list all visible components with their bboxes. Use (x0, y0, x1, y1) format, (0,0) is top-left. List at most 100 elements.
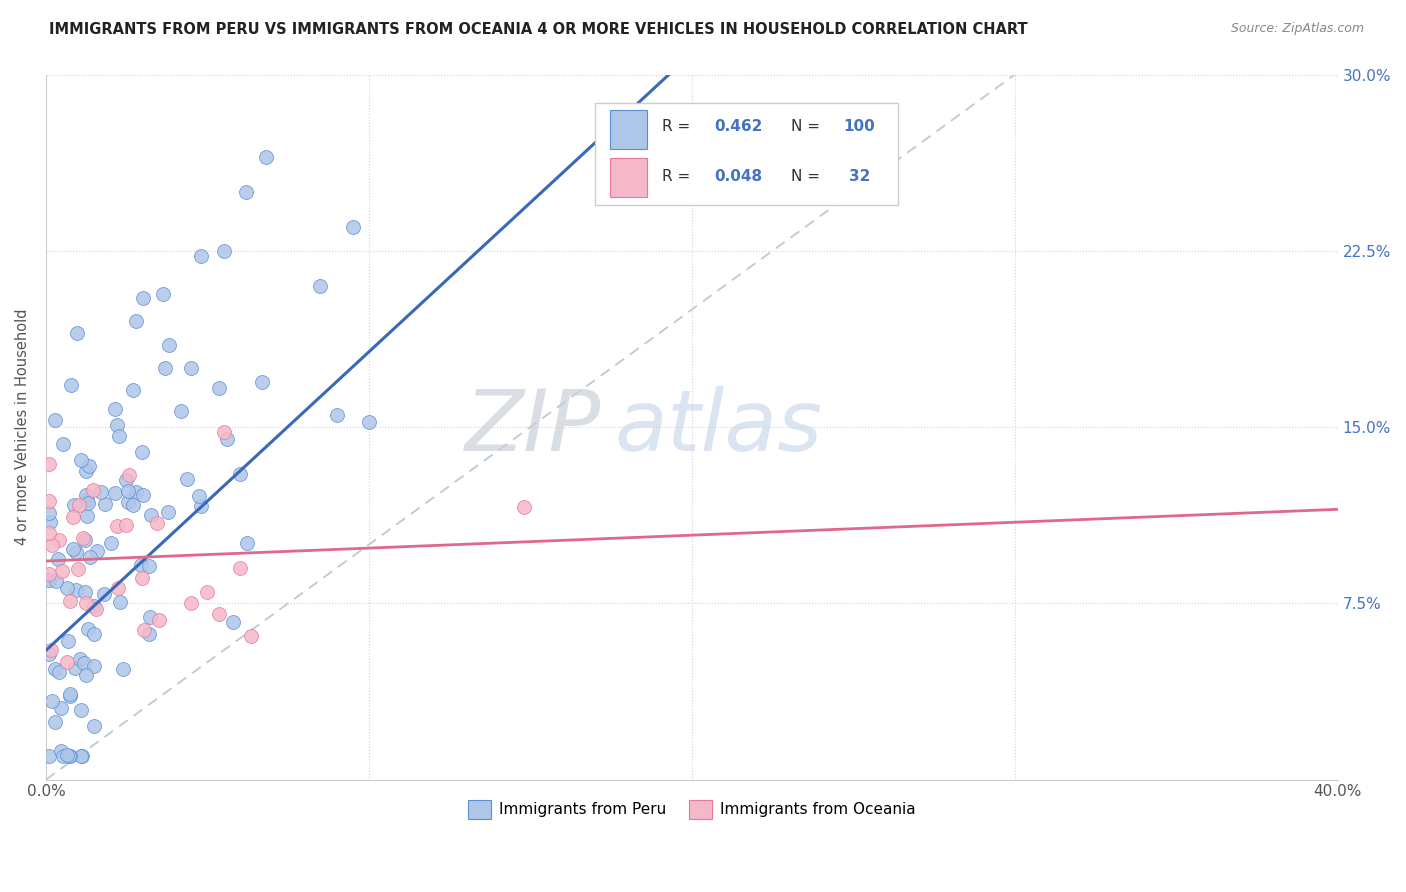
Point (117, 483, 139, 498)
Point (122, 498, 145, 512)
Text: ZIP: ZIP (465, 385, 602, 468)
Point (73, 657, 96, 671)
Text: Source: ZipAtlas.com: Source: ZipAtlas.com (1230, 22, 1364, 36)
Point (44, 715, 66, 730)
Point (83, 599, 105, 613)
Point (208, 380, 231, 394)
Point (52, 437, 75, 451)
Point (138, 558, 160, 573)
Point (73, 584, 96, 599)
Point (76, 496, 98, 510)
Y-axis label: 4 or more Vehicles in Household: 4 or more Vehicles in Household (15, 309, 30, 545)
Point (69, 453, 91, 467)
Point (86, 544, 108, 558)
Point (58, 749, 80, 764)
Point (38, 647, 60, 661)
Text: N =: N = (792, 119, 820, 134)
Point (83, 659, 105, 673)
Bar (610, 158, 647, 197)
Point (73, 533, 96, 547)
Point (513, 500, 536, 514)
Point (41, 538, 63, 552)
Point (56, 747, 79, 762)
Point (72, 531, 94, 545)
Point (38, 573, 60, 587)
Point (117, 495, 139, 509)
Point (38, 506, 60, 520)
Point (124, 484, 146, 499)
Point (131, 444, 153, 458)
Point (38, 566, 60, 581)
Point (90, 484, 112, 499)
Text: IMMIGRANTS FROM PERU VS IMMIGRANTS FROM OCEANIA 4 OR MORE VEHICLES IN HOUSEHOLD : IMMIGRANTS FROM PERU VS IMMIGRANTS FROM … (49, 22, 1028, 37)
Point (169, 404, 191, 418)
Point (79, 549, 101, 564)
Point (59, 687, 82, 701)
Point (146, 516, 169, 530)
Point (138, 627, 160, 641)
Point (62, 541, 84, 556)
Point (59, 690, 82, 704)
Point (39, 515, 62, 529)
Point (114, 473, 136, 487)
Point (70, 749, 93, 764)
Point (131, 571, 153, 585)
Point (82, 483, 104, 497)
Point (59, 593, 82, 607)
Point (190, 249, 212, 263)
Point (38, 458, 60, 472)
Point (176, 472, 198, 486)
Point (83, 626, 105, 640)
Point (190, 500, 212, 514)
Point (105, 418, 128, 433)
Point (38, 493, 60, 508)
Point (115, 518, 138, 533)
Point (222, 615, 245, 629)
Text: R =: R = (662, 119, 690, 134)
Point (139, 508, 162, 522)
Point (48, 533, 70, 548)
Point (104, 486, 127, 500)
Point (129, 558, 152, 573)
Point (139, 610, 162, 624)
Point (111, 662, 134, 676)
Point (325, 409, 347, 423)
Point (132, 488, 155, 502)
Point (83, 719, 105, 733)
Point (235, 185, 257, 199)
Point (65, 583, 87, 598)
Point (62, 509, 84, 524)
Point (52, 749, 75, 764)
Point (148, 613, 170, 627)
Text: 100: 100 (844, 119, 875, 134)
Point (46, 552, 69, 566)
Point (309, 279, 332, 293)
Point (76, 493, 98, 508)
Point (56, 655, 79, 669)
Point (63, 499, 86, 513)
Point (100, 536, 122, 550)
Point (38, 749, 60, 764)
Point (70, 703, 93, 717)
Point (212, 425, 235, 439)
Point (207, 607, 229, 621)
Point (59, 749, 82, 764)
Point (236, 536, 259, 550)
Point (153, 360, 176, 375)
Point (51, 701, 73, 715)
Point (132, 623, 155, 637)
Point (75, 668, 97, 682)
Point (132, 291, 155, 305)
Text: N =: N = (792, 169, 820, 184)
Point (156, 505, 179, 519)
Point (41, 694, 63, 708)
Point (48, 665, 70, 679)
Point (252, 375, 274, 389)
Point (65, 661, 87, 675)
Point (77, 622, 100, 636)
Point (212, 244, 235, 258)
Point (254, 150, 277, 164)
Point (107, 428, 129, 442)
Point (49, 744, 72, 758)
Point (56, 581, 79, 595)
